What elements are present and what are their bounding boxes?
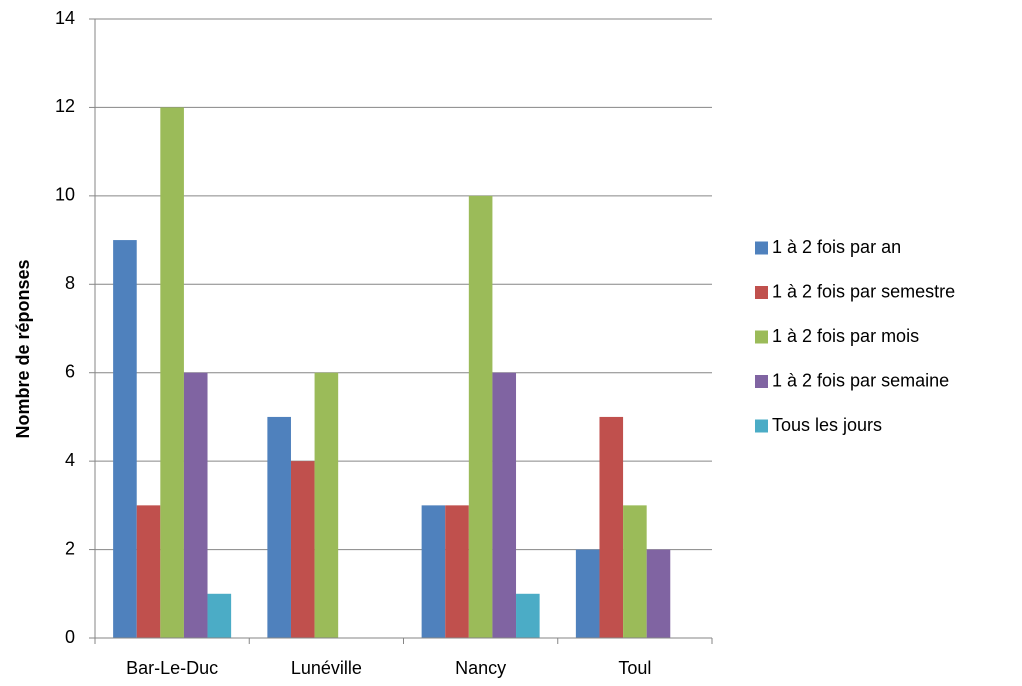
legend-swatch: [755, 375, 768, 388]
bar: [183, 372, 208, 638]
bar: [267, 416, 291, 638]
y-tick-label: 14: [55, 8, 75, 28]
y-axis-label: Nombre de réponses: [13, 259, 33, 438]
x-tick-label: Nancy: [455, 658, 506, 678]
bar: [421, 505, 446, 638]
bar: [136, 505, 161, 638]
legend-label: 1 à 2 fois par semaine: [772, 370, 949, 390]
legend-label: 1 à 2 fois par mois: [772, 326, 919, 346]
bar: [290, 461, 315, 638]
legend-label: Tous les jours: [772, 415, 882, 435]
bar: [492, 372, 517, 638]
x-tick-label: Toul: [618, 658, 651, 678]
bar: [314, 372, 339, 638]
bar: [623, 505, 647, 638]
bar: [207, 593, 232, 638]
bar: [646, 549, 671, 638]
bar: [468, 195, 493, 638]
legend-swatch: [755, 330, 768, 344]
bar: [160, 107, 184, 638]
bar: [113, 240, 137, 639]
axes: [89, 18, 713, 644]
x-tick-labels: Bar-Le-Duc Lunéville Nancy Toul: [126, 658, 651, 678]
y-tick-label: 10: [55, 185, 75, 205]
y-tick-label: 4: [65, 450, 75, 470]
legend: 1 à 2 fois par an 1 à 2 fois par semestre…: [755, 237, 955, 435]
x-tick-label: Bar-Le-Duc: [126, 658, 218, 678]
y-tick-label: 0: [65, 627, 75, 647]
y-tick-label: 8: [65, 273, 75, 293]
legend-label: 1 à 2 fois par an: [772, 237, 901, 257]
y-tick-label: 6: [65, 361, 75, 381]
x-tick-label: Lunéville: [291, 658, 362, 678]
y-tick-label: 2: [65, 538, 75, 558]
legend-swatch: [755, 419, 768, 433]
bar: [516, 593, 540, 638]
y-tick-label: 12: [55, 96, 75, 116]
legend-swatch: [755, 286, 768, 299]
legend-swatch: [755, 241, 768, 255]
bars: [113, 107, 671, 639]
legend-label: 1 à 2 fois par semestre: [772, 281, 955, 301]
bar: [445, 505, 469, 638]
bar: [599, 416, 624, 638]
bar: [575, 549, 600, 638]
y-tick-labels: 0 2 4 6 8 10 12 14: [55, 8, 75, 647]
